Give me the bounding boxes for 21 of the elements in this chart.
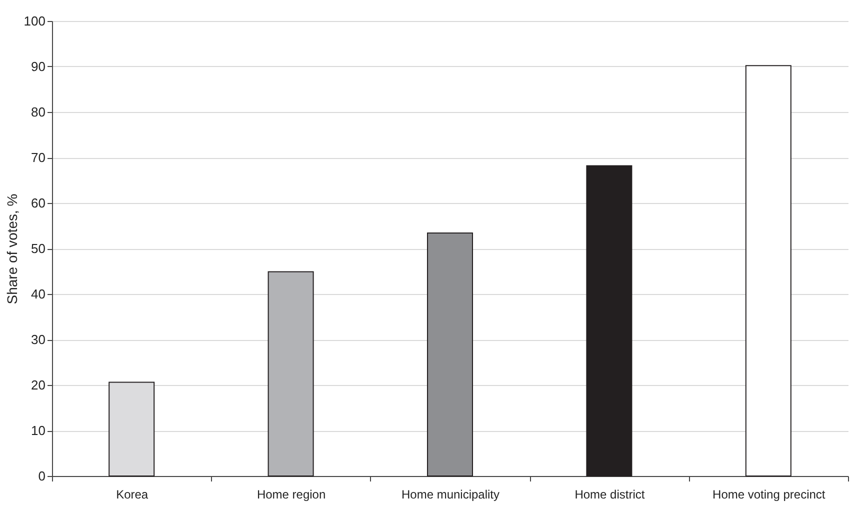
y-tick-label: 0 — [38, 468, 46, 484]
bar — [268, 271, 314, 476]
y-tick-label: 50 — [31, 241, 46, 256]
y-tick-label: 40 — [31, 286, 46, 302]
x-tick-label: Home district — [574, 488, 646, 502]
x-tick-label: Home municipality — [401, 488, 500, 502]
bar — [745, 65, 792, 476]
y-axis-title: Share of votes, % — [4, 194, 20, 304]
bar — [586, 165, 632, 476]
y-tick-label: 90 — [31, 59, 46, 74]
y-tick-label: 60 — [31, 196, 46, 210]
y-tick-label: 70 — [31, 150, 46, 165]
y-tick-label: 10 — [31, 423, 46, 438]
bar — [427, 232, 473, 476]
x-tick-label: Home region — [256, 488, 326, 502]
x-tick-label: Home voting precinct — [712, 488, 826, 502]
y-tick-label: 30 — [31, 332, 46, 347]
y-tick-label: 100 — [24, 14, 46, 28]
y-tick-label: 80 — [31, 104, 46, 120]
y-tick-label: 20 — [31, 378, 46, 392]
x-tick-label: Korea — [116, 488, 148, 502]
